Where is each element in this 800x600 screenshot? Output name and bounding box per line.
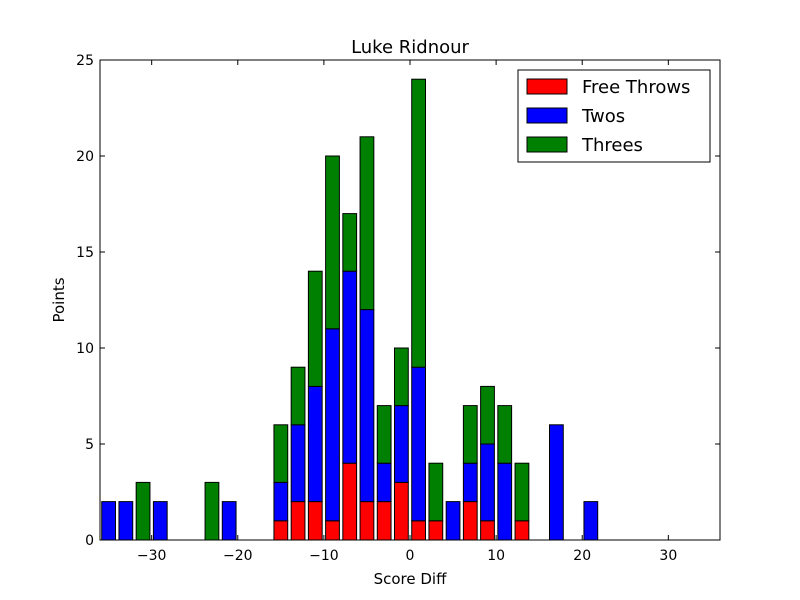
- y-tick-label: 15: [76, 245, 94, 261]
- bar-threes: [342, 213, 358, 272]
- y-axis-title: Points: [50, 277, 68, 322]
- bar-threes: [135, 481, 151, 541]
- bar-free-throws: [376, 501, 392, 541]
- x-tick-label: 20: [573, 548, 591, 564]
- bar-twos: [290, 424, 306, 503]
- legend-label-twos: Twos: [581, 106, 625, 127]
- bar-free-throws: [290, 501, 306, 541]
- x-tick-label: 30: [659, 548, 677, 564]
- bar-twos: [342, 270, 358, 464]
- bar-threes: [290, 366, 306, 426]
- y-tick-label: 25: [76, 53, 94, 69]
- bar-threes: [376, 405, 392, 464]
- bar-twos: [152, 501, 168, 541]
- bar-free-throws: [411, 520, 427, 541]
- legend-label-free-throws: Free Throws: [582, 77, 690, 98]
- bar-threes: [480, 385, 495, 445]
- bar-threes: [204, 481, 220, 541]
- x-tick-label: −30: [137, 548, 167, 564]
- x-tick-label: −20: [223, 548, 253, 564]
- bar-free-throws: [359, 501, 375, 541]
- bar-threes: [514, 462, 530, 522]
- legend-label-threes: Threes: [581, 135, 643, 156]
- bar-twos: [445, 501, 461, 541]
- x-tick-label: 10: [487, 548, 505, 564]
- bar-free-throws: [273, 520, 289, 541]
- y-tick-label: 20: [76, 149, 94, 165]
- bar-threes: [359, 136, 375, 311]
- legend-swatch-twos: [526, 107, 568, 124]
- bar-twos: [394, 405, 409, 483]
- bar-free-throws: [307, 501, 323, 541]
- x-tick-label: −10: [309, 548, 339, 564]
- bar-twos: [376, 462, 392, 503]
- legend-swatch-threes: [526, 136, 568, 153]
- bar-free-throws: [342, 462, 358, 541]
- chart-title: Luke Ridnour: [351, 37, 469, 58]
- bar-free-throws: [428, 520, 444, 541]
- bar-twos: [411, 366, 427, 522]
- bar-twos: [480, 443, 495, 522]
- bar-threes: [411, 78, 427, 368]
- y-tick-label: 10: [76, 341, 94, 357]
- bar-twos: [583, 501, 599, 541]
- bar-twos: [118, 501, 134, 541]
- bar-twos: [497, 462, 513, 541]
- bar-free-throws: [514, 520, 530, 541]
- legend-swatch-free-throws: [526, 78, 568, 95]
- y-tick-label: 0: [85, 533, 94, 549]
- x-axis-title: Score Diff: [374, 570, 447, 588]
- bars-layer: [101, 78, 599, 541]
- bar-threes: [307, 270, 323, 387]
- bar-threes: [428, 462, 444, 522]
- bar-twos: [307, 385, 323, 503]
- y-tick-label: 5: [85, 437, 94, 453]
- bar-twos: [101, 501, 116, 541]
- bar-twos: [273, 481, 289, 522]
- x-tick-label: 0: [406, 548, 415, 564]
- bar-free-throws: [394, 481, 409, 541]
- bar-twos: [549, 424, 564, 541]
- bar-twos: [359, 309, 375, 503]
- bar-threes: [462, 405, 478, 464]
- bar-free-throws: [325, 520, 340, 541]
- axis-ticks: −30 −20 −10 0 10 20 30 0 5 10 15 20 25: [76, 53, 720, 564]
- bar-threes: [273, 424, 289, 483]
- bar-twos: [462, 462, 478, 503]
- bar-threes: [325, 155, 340, 330]
- legend: Free Throws Twos Threes: [517, 69, 711, 163]
- bar-free-throws: [462, 501, 478, 541]
- bar-free-throws: [480, 520, 495, 541]
- bar-threes: [497, 405, 513, 464]
- bar-twos: [325, 328, 340, 522]
- bar-threes: [394, 347, 409, 407]
- bar-twos: [221, 501, 237, 541]
